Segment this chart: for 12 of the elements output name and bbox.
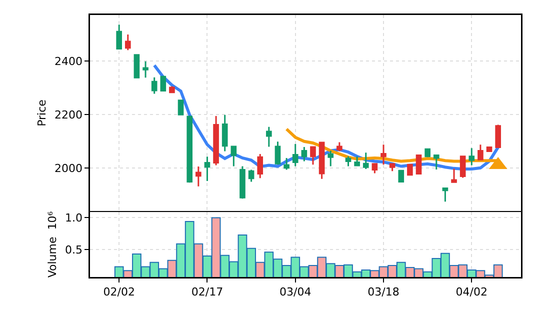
x-tick-label: 03/04 [280,286,312,298]
x-tick-label: 02/17 [191,286,224,298]
y-tick-label: 2200 [54,108,82,122]
y-tick-label: 2400 [54,54,82,68]
y-axis-title: Volume 10⁶ [46,210,59,278]
y-tick-label: 1.0 [65,212,82,225]
x-tick-label: 02/02 [103,286,135,298]
y-tick-label: 0.5 [65,243,82,256]
x-tick-label: 04/02 [456,286,488,298]
x-tick-label: 03/18 [368,286,400,298]
y-tick-label: 2000 [54,162,82,176]
y-axis-title: Price [35,99,48,126]
